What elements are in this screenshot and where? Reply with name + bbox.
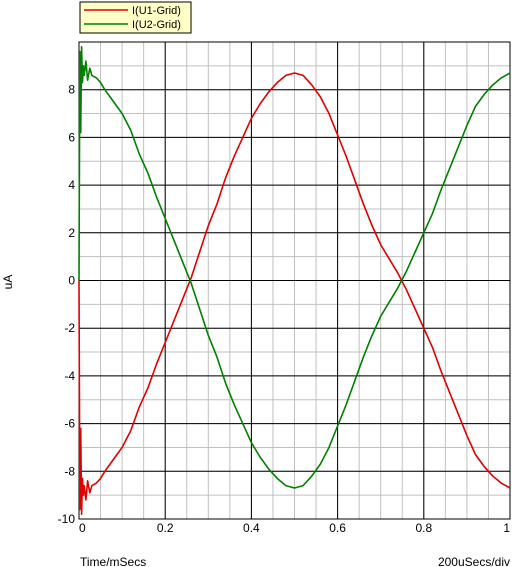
x-tick-label: 1 [503,521,510,535]
y-axis-label: uA [1,275,15,290]
y-tick-label: 2 [68,226,75,240]
y-tick-label: -10 [58,512,76,526]
y-tick-label: -4 [64,369,75,383]
series-line-1 [78,72,511,516]
x-tick-label: 0 [79,521,86,535]
grid [78,41,511,520]
series-layer [78,45,511,516]
y-tick-label: -2 [64,321,75,335]
legend-label-u1: I(U1-Grid) [132,5,181,17]
y-tick-label: -6 [64,417,75,431]
series-line-2 [78,45,511,489]
x-tick-label: 0.8 [415,521,432,535]
legend-label-u2: I(U2-Grid) [132,19,181,31]
y-tick-label: -8 [64,464,75,478]
x-tick-label: 0.6 [329,521,346,535]
y-tick-label: 6 [68,130,75,144]
legend-box [79,1,192,34]
time-scale-label: 200uSecs/div [438,555,510,567]
y-tick-label: 4 [68,178,75,192]
y-tick-label: 8 [68,83,75,97]
legend: I(U1-Grid) I(U2-Grid) [79,1,192,34]
x-tick-label: 0.4 [243,521,260,535]
x-axis-label: Time/mSecs [80,555,146,567]
tick-labels: -10 -8 -6 -4 -2 0 2 4 6 8 0 0.2 0.4 0.6 0.8 1 [58,83,511,535]
x-tick-label: 0.2 [157,521,174,535]
y-tick-label: 0 [68,274,75,288]
